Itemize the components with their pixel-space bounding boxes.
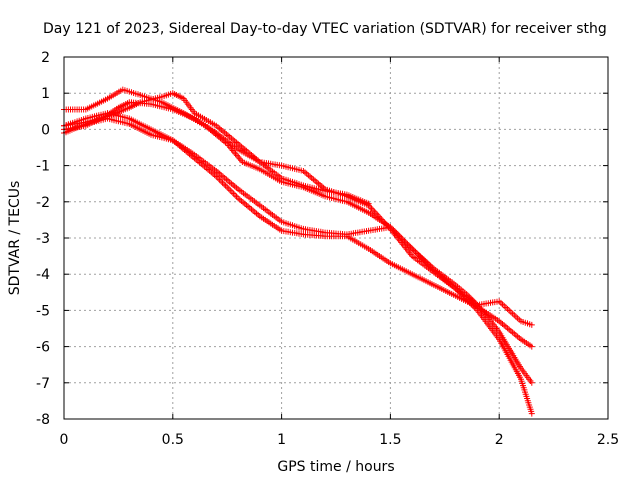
y-tick-label: -5 xyxy=(36,303,50,319)
y-tick-label: -7 xyxy=(36,376,50,392)
y-tick-label: -2 xyxy=(36,195,50,211)
y-tick-label: 1 xyxy=(41,86,50,102)
x-tick-label: 2 xyxy=(495,432,504,448)
y-tick-label: 0 xyxy=(41,122,50,138)
y-tick-label: -1 xyxy=(36,159,50,175)
chart-title: Day 121 of 2023, Sidereal Day-to-day VTE… xyxy=(43,21,607,37)
series-markers xyxy=(61,110,535,417)
x-axis-label: GPS time / hours xyxy=(277,459,394,475)
series-series-3 xyxy=(61,115,535,350)
x-tick-label: 1 xyxy=(277,432,286,448)
x-tick-label: 0.5 xyxy=(162,432,184,448)
series-markers xyxy=(61,99,535,328)
series-series-2 xyxy=(61,110,535,417)
y-tick-label: -8 xyxy=(36,412,50,428)
x-tick-label: 2.5 xyxy=(597,432,619,448)
series-series-4 xyxy=(61,99,535,328)
series-markers xyxy=(61,86,535,386)
x-tick-label: 0 xyxy=(60,432,69,448)
series-markers xyxy=(61,90,372,207)
plot-frame xyxy=(63,56,609,420)
y-tick-label: -4 xyxy=(36,267,50,283)
data-series xyxy=(61,86,535,417)
x-tick-label: 1.5 xyxy=(379,432,401,448)
series-markers xyxy=(61,115,535,350)
series-series-1 xyxy=(61,86,535,386)
y-axis-label: SDTVAR / TECUs xyxy=(7,181,23,296)
series-series-5 xyxy=(61,90,372,207)
axis-ticks: 0 0.5 1 1.5 2 2.5 -8 -7 -6 -5 -4 -3 -2 -1 0 1 2 xyxy=(36,50,619,448)
y-tick-label: 2 xyxy=(41,50,50,66)
y-tick-label: -6 xyxy=(36,340,50,356)
y-tick-label: -3 xyxy=(36,231,50,247)
